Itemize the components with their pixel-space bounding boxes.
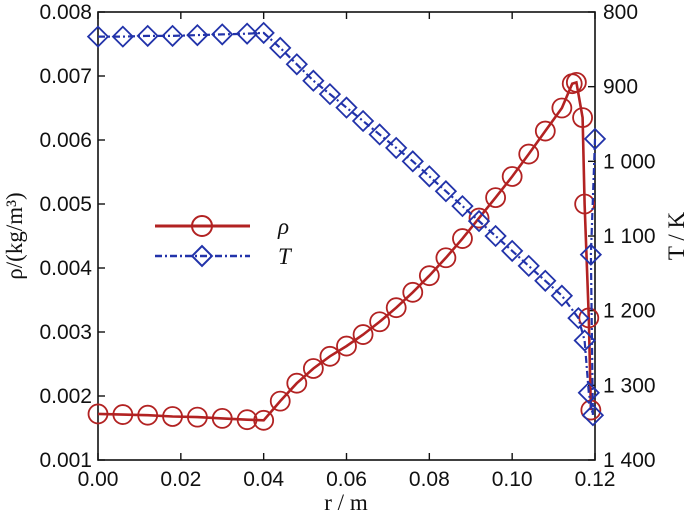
legend: ρ T — [155, 214, 293, 269]
rho-data-point — [574, 193, 596, 215]
x-tick-label: 0.08 — [409, 468, 450, 491]
t-data-point — [318, 82, 342, 106]
left-y-tick-label: 0.007 — [39, 65, 92, 88]
rho-data-point — [162, 406, 183, 427]
rho-data-point — [385, 297, 407, 319]
left-y-axis-title: ρ/(kg/m³) — [2, 192, 27, 279]
t-data-point — [269, 36, 292, 60]
x-tick-label: 0.06 — [326, 468, 367, 491]
t-data-point — [351, 109, 375, 133]
x-tick-label: 0.04 — [243, 468, 284, 491]
rho-data-point — [485, 187, 507, 209]
t-data-point — [111, 25, 135, 48]
t-data-point — [418, 165, 441, 188]
rho-data-point — [302, 358, 324, 379]
left-y-tick-label: 0.004 — [39, 257, 92, 280]
t-data-point — [385, 136, 408, 160]
rho-data-point — [236, 409, 258, 431]
t-data-point — [484, 224, 507, 248]
t-data-point — [335, 96, 358, 119]
rho-data-point — [418, 265, 440, 287]
rho-data-point — [253, 409, 275, 431]
rho-data-point — [501, 166, 523, 187]
rho-data-point — [402, 281, 424, 303]
t-data-point — [583, 127, 607, 151]
x-tick-label: 0.00 — [78, 468, 119, 491]
rho-data-point — [435, 247, 457, 269]
legend-rho-label: ρ — [277, 214, 289, 239]
rho-data-point — [87, 403, 109, 425]
t-data-point — [136, 24, 159, 48]
t-data-point — [186, 23, 209, 47]
t-data-point — [302, 69, 325, 92]
t-data-point — [567, 306, 590, 330]
series-line-rho — [97, 80, 593, 422]
rho-data-point — [572, 107, 593, 128]
left-y-tick-label: 0.003 — [39, 321, 92, 344]
right-y-tick-label: 900 — [603, 76, 638, 99]
rho-data-point — [452, 228, 473, 249]
x-axis-title: r / m — [324, 490, 368, 515]
legend-t-label: T — [278, 244, 293, 269]
t-data-point — [161, 24, 184, 48]
t-data-point — [285, 53, 308, 76]
t-data-point — [434, 180, 458, 203]
right-y-tick-label: 1 200 — [603, 300, 656, 323]
rho-data-point — [286, 372, 308, 394]
legend-t-marker — [190, 244, 214, 268]
t-data-point — [517, 254, 540, 278]
rho-data-point — [565, 72, 587, 93]
right-y-tick-label: 1 400 — [603, 449, 656, 472]
left-y-tick-label: 0.008 — [39, 1, 92, 24]
right-y-axis-ticks: 800 900 1 000 1 100 1 200 1 300 1 400 — [588, 1, 656, 472]
t-data-point — [550, 284, 574, 307]
rho-data-point — [518, 143, 540, 165]
plot-frame — [97, 11, 596, 461]
rho-data-point — [534, 120, 556, 142]
left-y-tick-label: 0.006 — [39, 129, 92, 152]
rho-data-point — [211, 407, 233, 429]
t-data-point — [534, 269, 557, 292]
right-y-axis-title: T / K — [664, 212, 689, 261]
rho-data-point — [551, 97, 573, 119]
left-y-tick-label: 0.001 — [39, 449, 92, 472]
rho-data-point — [269, 390, 291, 412]
left-y-axis-ticks: 0.001 0.002 0.003 0.004 0.005 0.006 0.007 0.008 — [39, 1, 105, 472]
series-layer — [86, 21, 607, 431]
t-data-point — [401, 150, 424, 173]
t-data-point — [577, 381, 600, 404]
rho-data-point — [468, 207, 490, 229]
legend-rho-marker — [191, 215, 213, 237]
rho-data-point — [336, 335, 357, 357]
t-data-point — [573, 329, 596, 352]
right-y-tick-label: 1 000 — [603, 150, 656, 173]
t-data-point — [368, 123, 391, 146]
right-y-tick-label: 1 300 — [603, 374, 656, 397]
t-data-point — [235, 22, 259, 45]
t-data-point — [451, 194, 474, 218]
t-data-point — [86, 25, 110, 48]
rho-data-point — [186, 406, 208, 428]
t-data-point — [211, 23, 234, 46]
x-tick-label: 0.12 — [575, 468, 616, 491]
t-data-point — [579, 243, 603, 266]
rho-data-point — [369, 311, 391, 333]
series-line-t — [98, 31, 597, 416]
left-y-tick-label: 0.002 — [39, 385, 92, 408]
right-y-tick-label: 800 — [603, 1, 638, 24]
rho-data-point — [319, 345, 341, 367]
t-data-point — [500, 239, 524, 263]
rho-data-point — [137, 404, 159, 426]
left-y-tick-label: 0.005 — [39, 193, 92, 216]
x-tick-label: 0.10 — [492, 468, 533, 491]
t-data-point — [581, 404, 605, 427]
rho-data-point — [112, 404, 134, 425]
rho-data-point — [352, 324, 374, 345]
t-data-point — [252, 21, 275, 45]
x-tick-label: 0.02 — [160, 468, 201, 491]
x-axis-ticks: 0.00 0.02 0.04 0.06 0.08 0.10 0.12 — [78, 12, 616, 491]
t-data-point — [467, 209, 491, 233]
right-y-tick-label: 1 100 — [603, 225, 656, 248]
